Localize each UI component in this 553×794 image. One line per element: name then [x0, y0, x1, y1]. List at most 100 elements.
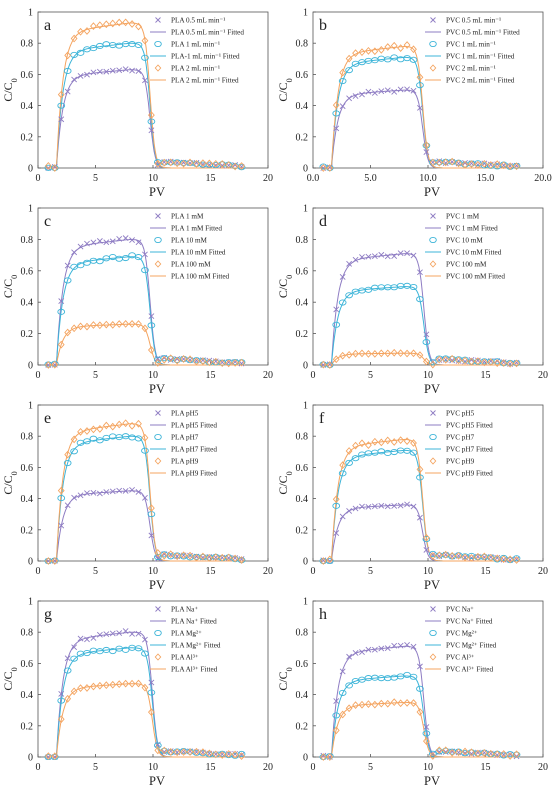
- data-point-x: [423, 149, 430, 155]
- data-point-circle: [409, 449, 418, 456]
- data-point-circle: [383, 675, 392, 682]
- x-axis-label: PV: [424, 774, 440, 788]
- data-point-diamond: [57, 715, 65, 724]
- data-point-x: [410, 252, 417, 259]
- data-point-x: [142, 77, 148, 84]
- fitted-curve: [47, 647, 245, 758]
- data-point-circle: [345, 67, 353, 74]
- fitted-curve: [47, 323, 245, 366]
- data-point-x: [109, 238, 116, 245]
- y-tick-label: 0.2: [296, 525, 309, 536]
- data-point-diamond: [422, 357, 430, 366]
- y-axis-label-main: C/C: [276, 82, 290, 101]
- data-point-diamond: [468, 554, 475, 562]
- data-point-circle: [89, 647, 98, 654]
- data-point-diamond: [339, 461, 347, 469]
- data-point-diamond: [212, 553, 220, 562]
- data-point-diamond: [186, 551, 194, 560]
- y-axis-label-main: C/C: [276, 279, 290, 298]
- x-tick-label: 10: [423, 762, 433, 773]
- data-point-circle: [134, 41, 143, 49]
- data-point-diamond: [90, 22, 97, 30]
- data-point-diamond: [57, 486, 65, 495]
- data-point-circle: [345, 682, 353, 689]
- data-point-circle: [338, 470, 347, 477]
- data-point-x: [384, 645, 391, 652]
- legend-entry: PVC Al³⁺ Fitted: [446, 666, 493, 674]
- data-point-circle: [383, 449, 392, 457]
- data-point-diamond: [448, 748, 456, 757]
- data-point-x: [397, 86, 404, 93]
- data-point-diamond: [199, 552, 207, 561]
- data-point-diamond: [339, 351, 347, 360]
- data-point-x: [391, 88, 398, 95]
- legend-entry: PVC 1 mL min⁻¹: [446, 41, 496, 49]
- data-point-diamond: [442, 550, 450, 559]
- data-point-diamond: [416, 708, 424, 716]
- data-point-x: [154, 555, 161, 562]
- data-point-diamond: [212, 750, 220, 759]
- data-point-diamond: [422, 737, 430, 745]
- data-point-diamond: [64, 694, 72, 703]
- data-point-diamond: [455, 159, 462, 168]
- data-point-diamond: [403, 699, 411, 707]
- legend-entry: PLA Na⁺: [171, 606, 198, 614]
- data-point-diamond: [468, 357, 475, 366]
- data-point-circle: [371, 284, 379, 291]
- data-point-diamond: [468, 748, 475, 757]
- legend-x-marker: [430, 410, 436, 416]
- data-point-diamond: [147, 708, 155, 717]
- data-point-diamond: [167, 158, 175, 167]
- y-tick-label: 0.2: [296, 721, 309, 732]
- y-axis-label: C/C0: [276, 275, 294, 298]
- data-point-circle: [141, 54, 149, 61]
- data-point-x: [339, 513, 346, 520]
- data-point-diamond: [403, 349, 411, 358]
- data-point-diamond: [506, 359, 514, 368]
- data-point-circle: [377, 448, 386, 455]
- y-axis-label: C/C0: [1, 471, 19, 494]
- data-point-x: [365, 88, 372, 95]
- y-tick-label: 0.6: [296, 266, 309, 277]
- data-point-x: [129, 67, 135, 74]
- data-point-diamond: [44, 752, 52, 761]
- data-point-circle: [428, 750, 437, 757]
- legend-entry: PVC Na⁺: [446, 606, 474, 614]
- data-point-x: [122, 66, 129, 73]
- data-point-diamond: [180, 355, 187, 363]
- data-point-diamond: [480, 160, 488, 168]
- data-point-x: [77, 492, 84, 499]
- data-point-x: [333, 306, 340, 313]
- data-point-diamond: [358, 439, 366, 448]
- x-tick-label: 15: [206, 762, 216, 773]
- data-point-diamond: [506, 162, 514, 171]
- x-tick-label: 0: [311, 370, 316, 381]
- data-point-diamond: [141, 433, 149, 442]
- y-tick-label: 0.8: [296, 432, 309, 443]
- data-point-x: [468, 356, 475, 363]
- data-point-x: [135, 68, 142, 74]
- legend-diamond-marker: [154, 653, 162, 661]
- legend-entry: PLA 10 mM: [171, 237, 208, 245]
- data-point-diamond: [173, 748, 181, 757]
- data-point-circle: [396, 282, 405, 289]
- x-tick-label: 5: [93, 566, 98, 577]
- data-point-diamond: [90, 682, 97, 691]
- data-point-diamond: [70, 435, 78, 444]
- data-point-circle: [102, 434, 111, 441]
- data-point-diamond: [332, 495, 340, 504]
- data-point-diamond: [64, 51, 72, 60]
- panel-letter: e: [44, 410, 51, 427]
- data-point-x: [206, 357, 213, 364]
- data-point-diamond: [167, 748, 175, 756]
- x-tick-label: 20: [263, 762, 273, 773]
- data-point-circle: [422, 536, 431, 543]
- legend-circle-marker: [154, 40, 162, 48]
- data-point-diamond: [493, 554, 501, 563]
- data-point-x: [404, 501, 410, 508]
- data-point-diamond: [422, 533, 430, 542]
- data-point-diamond: [429, 360, 437, 369]
- y-tick-label: 0.2: [21, 721, 34, 732]
